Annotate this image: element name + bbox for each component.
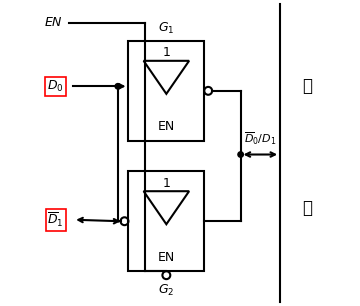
Text: 总: 总 [302,77,312,95]
Text: 线: 线 [302,199,312,217]
Text: $\overline{D}_0/D_1$: $\overline{D}_0/D_1$ [244,130,276,147]
Text: EN: EN [158,120,175,133]
Text: $EN$: $EN$ [44,16,63,29]
Circle shape [115,84,121,89]
Text: $G_2$: $G_2$ [158,283,175,298]
Text: $\overline{D}_1$: $\overline{D}_1$ [48,211,64,229]
Text: $D_0$: $D_0$ [48,79,64,94]
Text: $G_1$: $G_1$ [158,21,175,36]
Text: 1: 1 [162,46,170,59]
Circle shape [238,152,243,157]
Text: 1: 1 [162,177,170,190]
Text: EN: EN [158,251,175,264]
